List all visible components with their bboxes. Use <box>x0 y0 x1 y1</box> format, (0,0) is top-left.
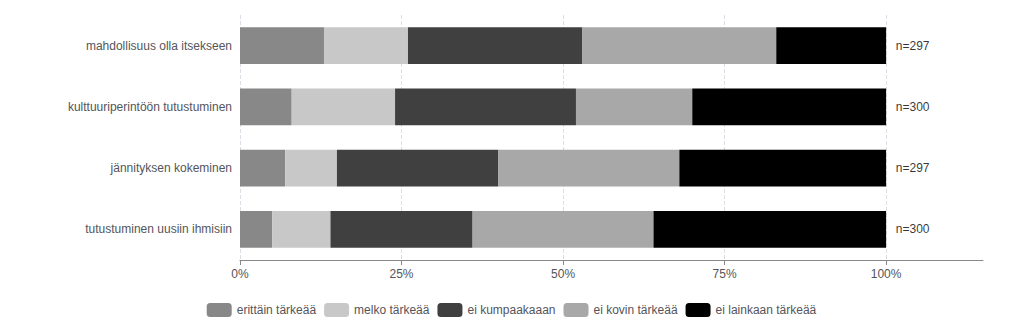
svg-text:ei lainkaan tärkeää: ei lainkaan tärkeää <box>716 303 817 317</box>
svg-text:0%: 0% <box>231 267 249 281</box>
svg-text:tutustuminen uusiin ihmisiin: tutustuminen uusiin ihmisiin <box>85 222 232 236</box>
svg-text:ei kumpaakaaan: ei kumpaakaaan <box>467 303 555 317</box>
svg-text:50%: 50% <box>551 267 575 281</box>
svg-text:jännityksen kokeminen: jännityksen kokeminen <box>110 161 232 175</box>
svg-text:kulttuuriperintöön tutustumine: kulttuuriperintöön tutustuminen <box>68 100 232 114</box>
svg-text:n=300: n=300 <box>896 222 930 236</box>
svg-text:ei kovin tärkeää: ei kovin tärkeää <box>594 303 678 317</box>
svg-text:mahdollisuus olla itsekseen: mahdollisuus olla itsekseen <box>86 39 232 53</box>
svg-text:melko tärkeää: melko tärkeää <box>354 303 430 317</box>
svg-text:100%: 100% <box>871 267 902 281</box>
svg-text:n=297: n=297 <box>896 161 930 175</box>
svg-text:n=300: n=300 <box>896 100 930 114</box>
svg-text:erittäin tärkeää: erittäin tärkeää <box>237 303 317 317</box>
svg-text:75%: 75% <box>713 267 737 281</box>
svg-text:25%: 25% <box>390 267 414 281</box>
svg-text:n=297: n=297 <box>896 39 930 53</box>
